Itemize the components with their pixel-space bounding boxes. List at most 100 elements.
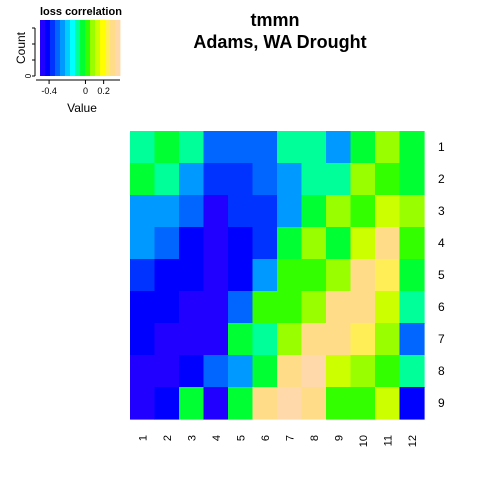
heatmap-cell bbox=[277, 227, 303, 260]
heatmap-cell bbox=[399, 227, 425, 260]
legend-ytick: 0 bbox=[24, 73, 33, 78]
heatmap-cell bbox=[203, 131, 229, 164]
legend-swatch bbox=[110, 20, 116, 76]
legend-xlabel: Value bbox=[67, 101, 97, 115]
legend-ticks: -0.4 0 0.2 bbox=[32, 27, 120, 96]
heatmap-grid bbox=[130, 131, 425, 420]
heatmap-cell bbox=[179, 259, 205, 292]
x-tick-label: 4 bbox=[211, 435, 223, 441]
legend-swatch bbox=[70, 20, 76, 76]
x-tick-label: 7 bbox=[284, 435, 296, 441]
heatmap-cell bbox=[301, 355, 327, 388]
heatmap-cell bbox=[326, 163, 352, 196]
legend-swatch bbox=[60, 20, 66, 76]
heatmap-cell bbox=[277, 355, 303, 388]
heatmap-cell bbox=[277, 387, 303, 420]
heatmap-cell bbox=[154, 387, 180, 420]
x-tick-label: 12 bbox=[407, 435, 419, 447]
heatmap-cell bbox=[350, 323, 376, 356]
heatmap-cell bbox=[179, 227, 205, 260]
heatmap-cell bbox=[203, 195, 229, 228]
heatmap-cell bbox=[154, 259, 180, 292]
heatmap-cell bbox=[399, 291, 425, 324]
legend-swatch bbox=[55, 20, 61, 76]
heatmap-cell bbox=[326, 227, 352, 260]
heatmap-cell bbox=[130, 227, 156, 260]
heatmap-cell bbox=[399, 163, 425, 196]
legend-swatch bbox=[45, 20, 51, 76]
heatmap-cell bbox=[252, 227, 278, 260]
heatmap-cell bbox=[375, 291, 401, 324]
x-tick-label: 9 bbox=[333, 435, 345, 441]
legend-tick-label: -0.4 bbox=[41, 86, 57, 96]
legend-swatch bbox=[85, 20, 91, 76]
legend-title: loss correlation bbox=[40, 6, 122, 18]
heatmap-cell bbox=[326, 259, 352, 292]
y-tick-label: 3 bbox=[438, 204, 445, 218]
chart-subtitle: Adams, WA Drought bbox=[193, 32, 366, 52]
heatmap-cell bbox=[252, 323, 278, 356]
heatmap-cell bbox=[252, 355, 278, 388]
heatmap-cell bbox=[399, 131, 425, 164]
legend-tick-label: 0.2 bbox=[97, 86, 110, 96]
heatmap-cell bbox=[228, 387, 254, 420]
heatmap-cell bbox=[277, 131, 303, 164]
heatmap-cell bbox=[326, 387, 352, 420]
heatmap-cell bbox=[130, 195, 156, 228]
legend-swatch bbox=[105, 20, 111, 76]
x-axis-ticks: 1 2 3 4 5 6 7 8 9 10 11 12 bbox=[137, 435, 419, 447]
legend-swatch bbox=[40, 20, 46, 76]
heatmap-cell bbox=[301, 323, 327, 356]
y-tick-label: 6 bbox=[438, 300, 445, 314]
heatmap-cell bbox=[277, 291, 303, 324]
heatmap-cell bbox=[228, 259, 254, 292]
chart-title: tmmn bbox=[251, 10, 300, 30]
legend-swatch bbox=[75, 20, 81, 76]
heatmap-cell bbox=[203, 323, 229, 356]
legend-swatch bbox=[80, 20, 86, 76]
heatmap-cell bbox=[228, 131, 254, 164]
heatmap-cell bbox=[375, 355, 401, 388]
legend-ylabel: Count bbox=[14, 31, 28, 64]
heatmap-cell bbox=[252, 195, 278, 228]
heatmap-cell bbox=[375, 195, 401, 228]
y-tick-label: 9 bbox=[438, 396, 445, 410]
y-tick-label: 2 bbox=[438, 172, 445, 186]
heatmap-cell bbox=[130, 291, 156, 324]
x-tick-label: 5 bbox=[235, 435, 247, 441]
heatmap-cell bbox=[154, 195, 180, 228]
y-tick-label: 4 bbox=[438, 236, 445, 250]
heatmap-cell bbox=[179, 163, 205, 196]
legend-swatch bbox=[65, 20, 71, 76]
heatmap-cell bbox=[203, 355, 229, 388]
heatmap-cell bbox=[350, 291, 376, 324]
heatmap-cell bbox=[130, 131, 156, 164]
heatmap-cell bbox=[301, 259, 327, 292]
y-tick-label: 8 bbox=[438, 364, 445, 378]
heatmap-cell bbox=[154, 131, 180, 164]
x-tick-label: 11 bbox=[382, 435, 394, 446]
heatmap-cell bbox=[252, 387, 278, 420]
heatmap-cell bbox=[399, 323, 425, 356]
heatmap-cell bbox=[130, 259, 156, 292]
heatmap-cell bbox=[277, 259, 303, 292]
heatmap-cell bbox=[326, 323, 352, 356]
heatmap-cell bbox=[301, 387, 327, 420]
heatmap-cell bbox=[399, 355, 425, 388]
x-tick-label: 10 bbox=[358, 435, 370, 447]
heatmap-cell bbox=[375, 131, 401, 164]
y-tick-label: 1 bbox=[438, 140, 445, 154]
heatmap-cell bbox=[228, 195, 254, 228]
heatmap-cell bbox=[301, 195, 327, 228]
heatmap-cell bbox=[203, 163, 229, 196]
heatmap-cell bbox=[326, 355, 352, 388]
heatmap-cell bbox=[399, 259, 425, 292]
heatmap-cell bbox=[326, 195, 352, 228]
heatmap-cell bbox=[301, 131, 327, 164]
heatmap-cell bbox=[301, 163, 327, 196]
legend-swatch bbox=[95, 20, 101, 76]
heatmap-cell bbox=[154, 163, 180, 196]
heatmap-cell bbox=[375, 259, 401, 292]
legend-swatch bbox=[50, 20, 56, 76]
